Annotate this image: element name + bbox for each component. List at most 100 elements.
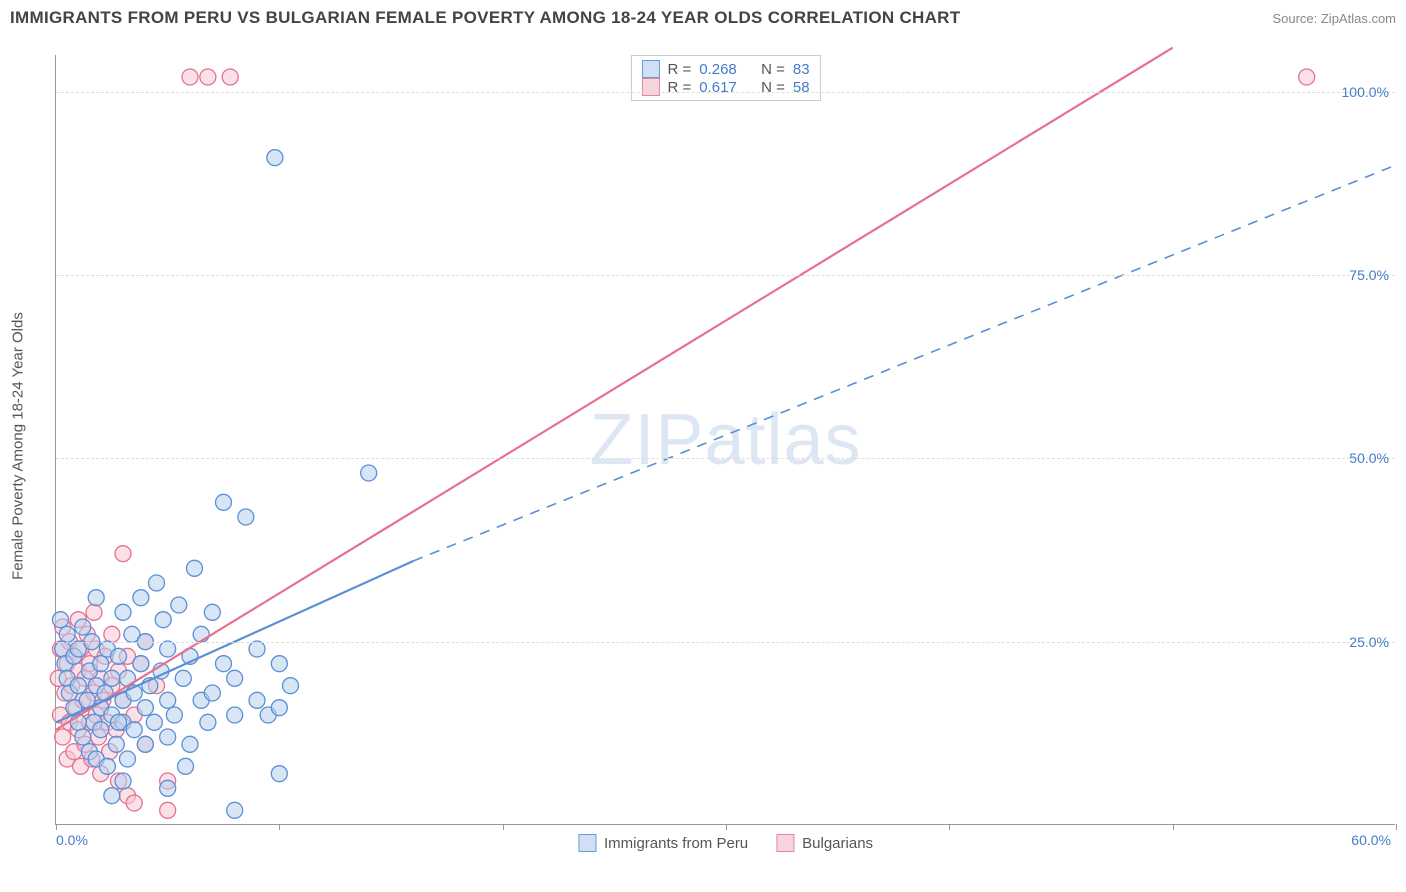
blue-point <box>104 788 120 804</box>
blue-point <box>283 678 299 694</box>
blue-point <box>160 692 176 708</box>
blue-point <box>93 656 109 672</box>
pink-point <box>200 69 216 85</box>
y-tick-label: 100.0% <box>1342 84 1389 100</box>
plot-area: ZIPatlas R = 0.268 N = 83 R = 0.617 N = … <box>55 55 1395 825</box>
chart-svg <box>56 55 1396 825</box>
y-tick-label: 75.0% <box>1349 267 1389 283</box>
blue-point <box>111 714 127 730</box>
blue-point <box>267 150 283 166</box>
blue-point <box>160 729 176 745</box>
source-label: Source: ZipAtlas.com <box>1272 11 1396 26</box>
blue-point <box>52 612 68 628</box>
regression-line-blue-dashed <box>413 165 1396 561</box>
blue-point <box>115 604 131 620</box>
blue-point <box>70 678 86 694</box>
r-label: R = <box>667 79 691 96</box>
pink-point <box>126 795 142 811</box>
blue-point <box>249 641 265 657</box>
y-tick-label: 25.0% <box>1349 634 1389 650</box>
blue-point <box>166 707 182 723</box>
blue-point <box>115 773 131 789</box>
blue-point <box>200 714 216 730</box>
blue-point <box>216 494 232 510</box>
blue-point <box>160 641 176 657</box>
swatch-blue-icon <box>641 60 659 78</box>
r-value-pink: 0.617 <box>699 79 737 96</box>
r-value-blue: 0.268 <box>699 61 737 78</box>
pink-point <box>1299 69 1315 85</box>
pink-point <box>86 604 102 620</box>
x-tick <box>1396 824 1397 830</box>
pink-point <box>182 69 198 85</box>
blue-point <box>271 766 287 782</box>
blue-point <box>99 758 115 774</box>
blue-point <box>178 758 194 774</box>
blue-point <box>75 729 91 745</box>
blue-point <box>133 590 149 606</box>
blue-point <box>133 656 149 672</box>
x-tick <box>726 824 727 830</box>
blue-point <box>108 736 124 752</box>
blue-point <box>227 670 243 686</box>
series-legend: Immigrants from Peru Bulgarians <box>578 834 873 852</box>
blue-point <box>186 560 202 576</box>
blue-point <box>119 670 135 686</box>
regression-line-pink <box>56 48 1173 730</box>
gridline-h <box>56 275 1395 276</box>
blue-point <box>204 604 220 620</box>
blue-point <box>155 612 171 628</box>
blue-point <box>216 656 232 672</box>
blue-point <box>361 465 377 481</box>
swatch-blue-icon <box>578 834 596 852</box>
blue-point <box>204 685 220 701</box>
blue-point <box>126 722 142 738</box>
stats-row-pink: R = 0.617 N = 58 <box>641 78 809 96</box>
series-name-blue: Immigrants from Peru <box>604 835 748 852</box>
blue-point <box>93 722 109 738</box>
x-tick <box>949 824 950 830</box>
blue-point <box>249 692 265 708</box>
blue-point <box>271 700 287 716</box>
n-label: N = <box>761 61 785 78</box>
x-tick-label: 60.0% <box>1351 832 1391 848</box>
x-tick <box>503 824 504 830</box>
gridline-h <box>56 642 1395 643</box>
stats-legend: R = 0.268 N = 83 R = 0.617 N = 58 <box>630 55 820 101</box>
blue-point <box>171 597 187 613</box>
blue-point <box>75 619 91 635</box>
blue-point <box>88 590 104 606</box>
pink-point <box>55 729 71 745</box>
series-name-pink: Bulgarians <box>802 835 873 852</box>
pink-point <box>222 69 238 85</box>
blue-point <box>104 670 120 686</box>
blue-point <box>160 780 176 796</box>
blue-point <box>137 700 153 716</box>
n-value-pink: 58 <box>793 79 810 96</box>
blue-point <box>238 509 254 525</box>
stats-row-blue: R = 0.268 N = 83 <box>641 60 809 78</box>
x-tick <box>1173 824 1174 830</box>
blue-point <box>227 802 243 818</box>
chart-title: IMMIGRANTS FROM PERU VS BULGARIAN FEMALE… <box>10 8 960 28</box>
blue-point <box>119 751 135 767</box>
gridline-h <box>56 458 1395 459</box>
pink-point <box>115 546 131 562</box>
y-axis-title: Female Poverty Among 18-24 Year Olds <box>10 312 27 580</box>
blue-point <box>175 670 191 686</box>
x-tick-label: 0.0% <box>56 832 88 848</box>
blue-point <box>227 707 243 723</box>
pink-point <box>160 802 176 818</box>
blue-point <box>59 626 75 642</box>
y-tick-label: 50.0% <box>1349 450 1389 466</box>
blue-point <box>182 736 198 752</box>
n-label: N = <box>761 79 785 96</box>
gridline-h <box>56 92 1395 93</box>
legend-item-pink: Bulgarians <box>776 834 873 852</box>
r-label: R = <box>667 61 691 78</box>
pink-point <box>104 626 120 642</box>
blue-point <box>271 656 287 672</box>
blue-point <box>149 575 165 591</box>
swatch-pink-icon <box>776 834 794 852</box>
blue-point <box>137 736 153 752</box>
